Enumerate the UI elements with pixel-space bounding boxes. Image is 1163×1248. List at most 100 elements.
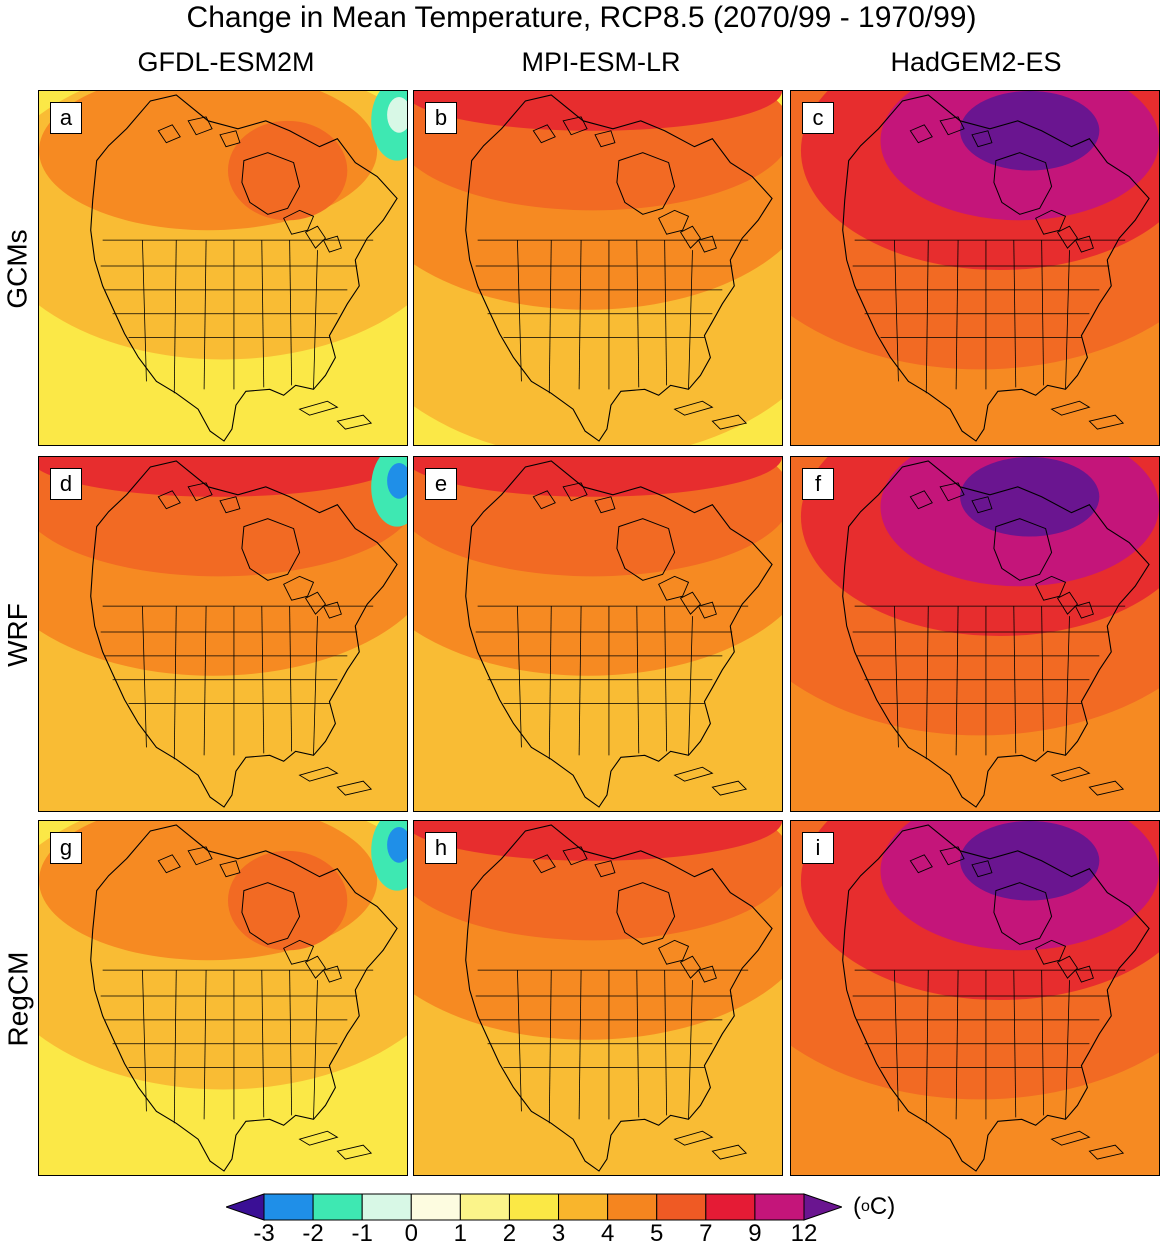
colorbar-tick: 5 <box>650 1220 664 1247</box>
coastline <box>90 94 398 442</box>
hudson-bay-outline <box>616 882 676 945</box>
panel-label: a <box>50 102 82 134</box>
islands <box>157 116 373 430</box>
warming-band <box>960 821 1100 901</box>
column-header-hadgem: HadGEM2-ES <box>890 47 1062 77</box>
coastline <box>90 824 398 1172</box>
state-borders <box>852 969 1126 1124</box>
hudson-bay-outline <box>993 152 1053 215</box>
map-panel-f: f <box>790 456 1160 812</box>
great-lakes <box>283 209 342 253</box>
figure-title: Change in Mean Temperature, RCP8.5 (2070… <box>186 1 977 34</box>
great-lakes <box>658 939 717 983</box>
column-header-mpi: MPI-ESM-LR <box>521 47 681 77</box>
cooling-core <box>387 462 407 499</box>
great-lakes <box>658 575 717 619</box>
state-borders <box>475 605 749 760</box>
hudson-bay-outline <box>241 152 301 215</box>
islands <box>532 846 748 1160</box>
colorbar-max-arrow <box>803 1193 842 1221</box>
coastline <box>842 460 1150 808</box>
state-borders <box>852 239 1126 394</box>
coastline <box>842 824 1150 1172</box>
colorbar-segment <box>558 1193 609 1221</box>
colorbar-tick: -2 <box>302 1220 324 1247</box>
warming-band <box>960 91 1100 171</box>
islands <box>532 116 748 430</box>
hudson-bay-outline <box>616 518 676 581</box>
map-panel-e: e <box>413 456 783 812</box>
temperature-change-map <box>39 457 407 811</box>
panel-label: i <box>802 832 834 864</box>
colorbar-tick: 0 <box>404 1220 418 1247</box>
warming-band <box>227 850 348 951</box>
warming-band <box>960 457 1100 537</box>
state-borders <box>475 969 749 1124</box>
great-lakes <box>1035 575 1094 619</box>
colorbar-tick: 12 <box>790 1220 818 1247</box>
colorbar-tick: 3 <box>551 1220 566 1247</box>
islands <box>909 482 1125 796</box>
great-lakes <box>658 209 717 253</box>
map-panel-g: g <box>38 820 408 1176</box>
colorbar-tick: 9 <box>748 1220 762 1247</box>
warming-band <box>414 821 782 861</box>
great-lakes <box>1035 939 1094 983</box>
row-label-wrf: WRF <box>2 603 34 667</box>
map-panel-c: c <box>790 90 1160 446</box>
state-borders <box>100 239 374 394</box>
map-panel-i: i <box>790 820 1160 1176</box>
panel-label: e <box>425 468 457 500</box>
temperature-change-map <box>414 91 782 445</box>
colorbar-segment <box>656 1193 707 1221</box>
hudson-bay-outline <box>993 518 1053 581</box>
colorbar-segment <box>754 1193 805 1221</box>
coastline <box>465 824 773 1172</box>
column-header-gfdl: GFDL-ESM2M <box>137 47 315 77</box>
colorbar-segment <box>508 1193 560 1221</box>
hudson-bay-outline <box>616 152 676 215</box>
panel-label: c <box>802 102 834 134</box>
panel-label: h <box>425 832 457 864</box>
temperature-change-map <box>791 91 1159 445</box>
temperature-change-map <box>39 821 407 1175</box>
state-borders <box>852 605 1126 760</box>
state-borders <box>100 969 374 1124</box>
hudson-bay-outline <box>241 518 301 581</box>
colorbar-segment <box>361 1193 412 1221</box>
temperature-change-map <box>791 821 1159 1175</box>
colorbar-tick: 1 <box>453 1220 468 1247</box>
map-panel-d: d <box>38 456 408 812</box>
map-panel-a: a <box>38 90 408 446</box>
hudson-bay-outline <box>241 882 301 945</box>
cooling-core <box>387 826 407 863</box>
state-borders <box>100 605 374 760</box>
great-lakes <box>283 939 342 983</box>
coastline <box>465 460 773 808</box>
colorbar-segment <box>263 1193 314 1221</box>
temperature-change-map <box>791 457 1159 811</box>
colorbar-min-arrow <box>226 1193 265 1221</box>
colorbar-segment <box>410 1193 461 1221</box>
islands <box>909 116 1125 430</box>
hudson-bay-outline <box>993 882 1053 945</box>
panel-label: d <box>50 468 82 500</box>
row-label-regcm: RegCM <box>2 951 34 1047</box>
great-lakes <box>283 575 342 619</box>
row-label-gcms: GCMs <box>2 229 34 309</box>
coastline <box>90 460 398 808</box>
colorbar-tick: 2 <box>502 1220 517 1247</box>
colorbar-tick: 4 <box>600 1220 615 1247</box>
colorbar-segment <box>705 1193 756 1221</box>
state-borders <box>475 239 749 394</box>
warming-band <box>414 91 782 131</box>
colorbar-segment <box>459 1193 510 1221</box>
colorbar-segment <box>607 1193 658 1221</box>
islands <box>532 482 748 796</box>
panel-label: g <box>50 832 82 864</box>
panel-label: f <box>802 468 834 500</box>
colorbar-segment <box>312 1193 363 1221</box>
temperature-change-map <box>414 457 782 811</box>
coastline <box>465 94 773 442</box>
map-panel-h: h <box>413 820 783 1176</box>
